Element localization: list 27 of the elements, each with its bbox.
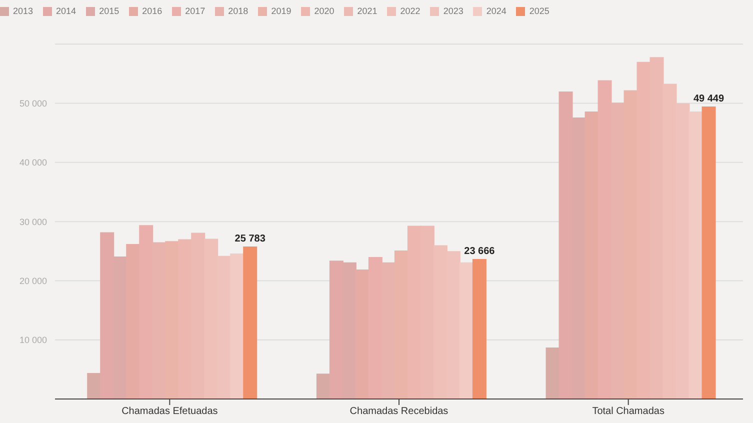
y-tick-label: 20 000 <box>19 276 47 286</box>
x-tick-label: Chamadas Efetuadas <box>122 406 218 418</box>
legend-label: 2025 <box>529 6 550 16</box>
legend-label: 2019 <box>271 6 292 16</box>
legend-label: 2017 <box>185 6 206 16</box>
data-label: 25 783 <box>234 234 266 245</box>
x-tick-label: Total Chamadas <box>592 406 664 418</box>
legend-label: 2013 <box>13 6 34 16</box>
y-tick-label: 30 000 <box>19 216 47 227</box>
legend-label: 2024 <box>486 6 506 16</box>
legend-label: 2016 <box>142 6 162 16</box>
legend-label: 2022 <box>400 6 420 16</box>
bar <box>243 246 258 399</box>
y-tick-label: 50 000 <box>19 98 47 108</box>
x-tick-label: Chamadas Recebidas <box>350 406 448 418</box>
data-label: 49 449 <box>693 94 724 105</box>
bar <box>702 106 716 399</box>
legend-label: 2021 <box>357 6 378 16</box>
y-tick-label: 10 000 <box>19 335 47 346</box>
legend-label: 2020 <box>314 6 334 16</box>
legend-label: 2018 <box>228 6 248 16</box>
data-label: 23 666 <box>464 246 496 258</box>
legend-label: 2015 <box>99 6 120 16</box>
legend-label: 2014 <box>56 6 76 16</box>
legend-label: 2023 <box>443 6 464 16</box>
bar <box>472 259 486 399</box>
y-tick-label: 40 000 <box>19 158 47 168</box>
